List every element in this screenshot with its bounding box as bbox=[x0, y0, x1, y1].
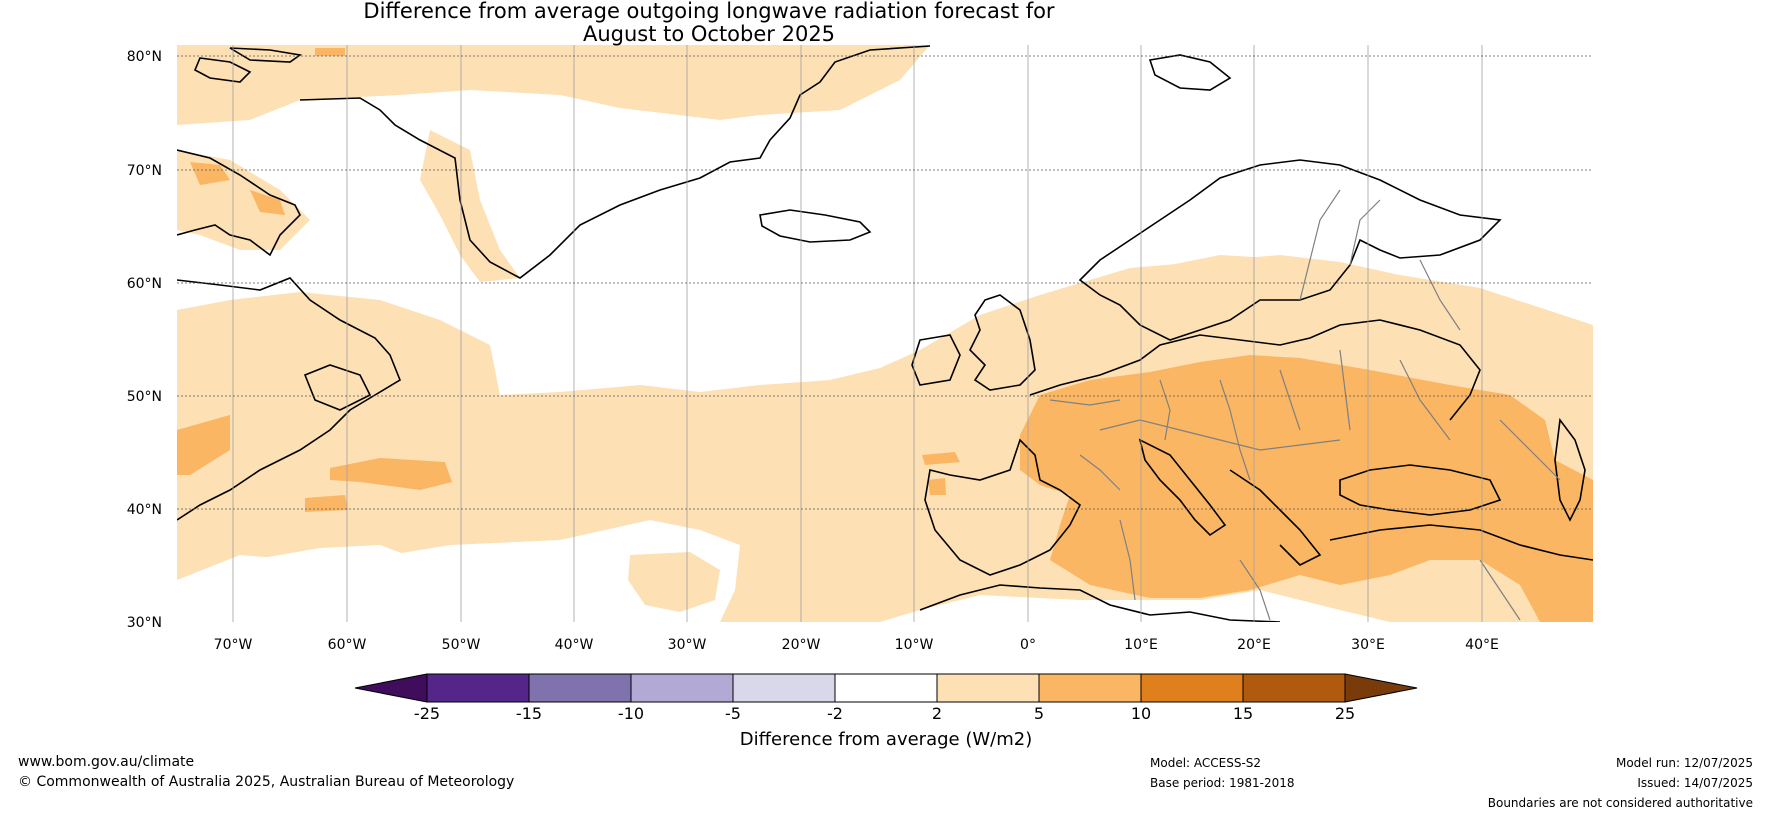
colorbar bbox=[354, 673, 1418, 703]
colorbar-segment bbox=[1242, 673, 1346, 703]
canada-coast bbox=[177, 149, 301, 257]
colorbar-tick: 5 bbox=[1034, 704, 1044, 723]
colorbar-segment bbox=[732, 673, 836, 703]
lon-label: 20°E bbox=[1237, 637, 1271, 653]
british-isles-coast bbox=[969, 294, 1036, 391]
lon-label: 20°W bbox=[782, 637, 821, 653]
colorbar-low-arrow bbox=[354, 673, 428, 703]
disclaimer-text: Boundaries are not considered authoritat… bbox=[1487, 796, 1753, 810]
map-title-line-2: August to October 2025 bbox=[582, 22, 836, 46]
copyright-text: © Commonwealth of Australia 2025, Austra… bbox=[18, 774, 515, 790]
colorbar-tick: -15 bbox=[516, 704, 542, 723]
issued-text: Issued: 14/07/2025 bbox=[1637, 776, 1753, 790]
near-average-region bbox=[250, 280, 900, 605]
lon-label: 60°W bbox=[328, 637, 367, 653]
colorbar-segment bbox=[1140, 673, 1244, 703]
europe-coast bbox=[1029, 319, 1481, 421]
colorbar-tick: -5 bbox=[725, 704, 741, 723]
italy-coast bbox=[1138, 438, 1227, 537]
colorbar-segment bbox=[426, 673, 530, 703]
greenland-coast bbox=[299, 45, 931, 279]
map-gridlines bbox=[232, 45, 1483, 622]
anomaly-5-to-10-region bbox=[177, 48, 1593, 622]
lat-label: 60°N bbox=[127, 276, 162, 292]
lon-label: 40°E bbox=[1465, 637, 1499, 653]
lon-label: 70°W bbox=[214, 637, 253, 653]
colorbar-tick: -10 bbox=[618, 704, 644, 723]
colorbar-label: Difference from average (W/m2) bbox=[740, 729, 1032, 750]
colorbar-tick: 10 bbox=[1131, 704, 1151, 723]
colorbar-tick: 25 bbox=[1335, 704, 1355, 723]
colorbar-segment bbox=[834, 673, 938, 703]
lon-label: 0° bbox=[1020, 637, 1036, 653]
lon-label: 30°W bbox=[668, 637, 707, 653]
lon-label: 10°W bbox=[895, 637, 934, 653]
colorbar-tick: -2 bbox=[827, 704, 843, 723]
lat-label: 50°N bbox=[127, 389, 162, 405]
lon-label: 10°E bbox=[1124, 637, 1158, 653]
colorbar-segment bbox=[936, 673, 1040, 703]
map-latitude-lines bbox=[177, 55, 1593, 510]
lat-label: 80°N bbox=[127, 49, 162, 65]
lon-label: 30°E bbox=[1351, 637, 1385, 653]
lat-label: 70°N bbox=[127, 163, 162, 179]
lat-label: 40°N bbox=[127, 502, 162, 518]
lat-label: 30°N bbox=[127, 615, 162, 631]
colorbar-high-arrow bbox=[1344, 673, 1418, 703]
country-borders bbox=[1049, 189, 1561, 621]
website-text: www.bom.gov.au/climate bbox=[18, 754, 195, 770]
lon-label: 50°W bbox=[442, 637, 481, 653]
colorbar-tick: -25 bbox=[414, 704, 440, 723]
base-period-text: Base period: 1981-2018 bbox=[1150, 776, 1295, 790]
lon-label: 40°W bbox=[555, 637, 594, 653]
colorbar-tick: 2 bbox=[932, 704, 942, 723]
model-text: Model: ACCESS-S2 bbox=[1150, 756, 1262, 770]
colorbar-segment bbox=[528, 673, 632, 703]
colorbar-tick: 15 bbox=[1233, 704, 1253, 723]
model-run-text: Model run: 12/07/2025 bbox=[1615, 756, 1753, 770]
colorbar-segment bbox=[630, 673, 734, 703]
coastlines bbox=[177, 45, 1593, 622]
north-africa-coast bbox=[919, 584, 1281, 622]
black-sea-coast bbox=[1339, 464, 1502, 516]
colorbar-segment bbox=[1038, 673, 1142, 703]
scandinavia-coast bbox=[1078, 159, 1502, 341]
iceland-coast bbox=[759, 209, 872, 243]
map-title-line-1: Difference from average outgoing longwav… bbox=[363, 0, 1055, 23]
